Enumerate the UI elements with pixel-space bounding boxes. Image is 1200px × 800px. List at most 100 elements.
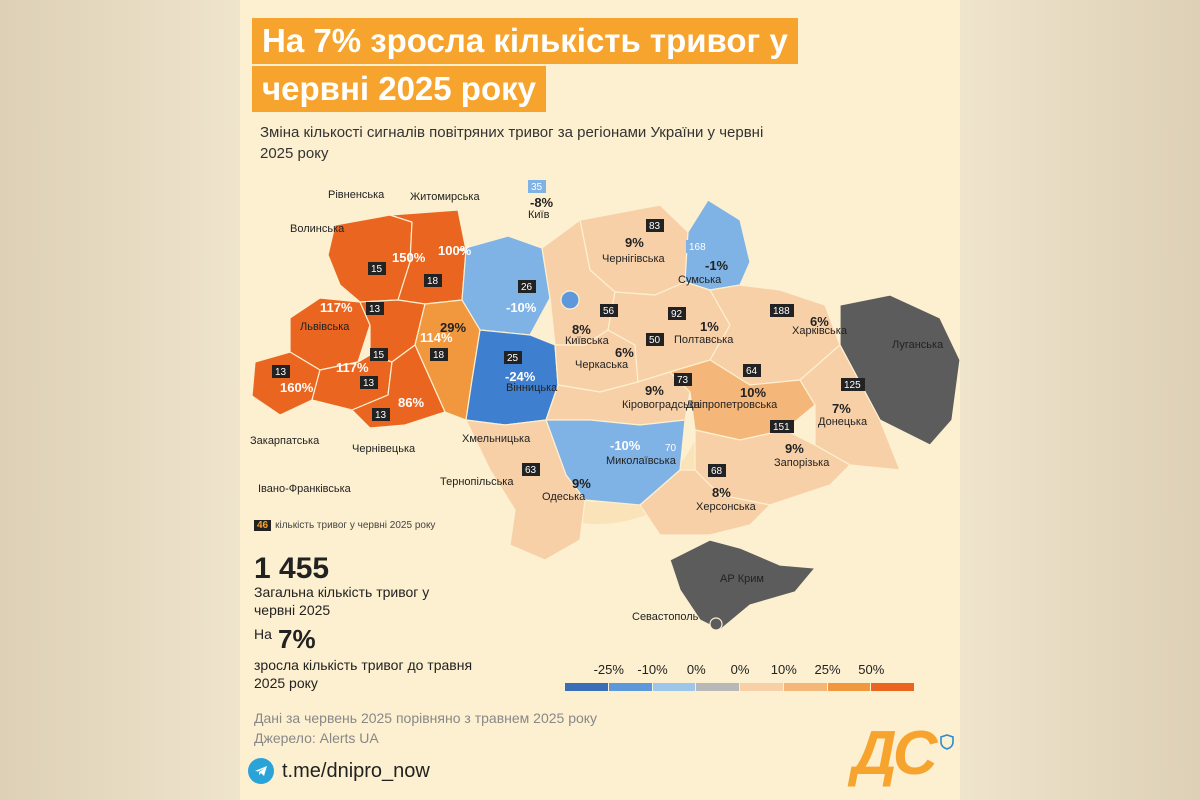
region-name-sumska: Сумська (678, 274, 722, 286)
scale-label-3: 0% (730, 662, 750, 677)
count-legend-chip: 46 (254, 520, 272, 531)
region-name-zhytomyrska: Житомирська (410, 191, 480, 203)
region-name-donetska: Донецька (818, 416, 868, 428)
scale-swatch-2 (652, 683, 697, 691)
region-count-chernihivska: 83 (649, 221, 661, 232)
count-legend: 46 кількість тривог у червні 2025 року (254, 520, 435, 531)
region-change-rivnenska: 100% (438, 243, 472, 258)
region-name-crimea: АР Крим (720, 573, 764, 585)
background-right (960, 0, 1200, 800)
region-count-ivanofrankivska: 13 (363, 378, 375, 389)
scale-label-5: 25% (814, 662, 841, 677)
region-crimea (669, 539, 817, 631)
scale-label-4: 10% (770, 662, 797, 677)
count-legend-text: кількість тривог у червні 2025 року (275, 520, 436, 531)
region-count-badge-dnipropetrovska (743, 364, 761, 377)
region-count-sumska: 168 (689, 242, 706, 253)
region-change-chernihivska: 9% (625, 235, 644, 250)
region-count-khersonska: 68 (711, 466, 723, 477)
region-count-mykolaivska: 70 (665, 443, 677, 454)
region-name-chernihivska: Чернігівська (602, 253, 666, 265)
region-count-badge-kyivska (600, 304, 618, 317)
region-count-badge-khersonska (708, 464, 726, 477)
total-label: Загальна кількість тривог у червні 2025 (254, 584, 430, 618)
region-name-zaporizka: Запорізька (774, 457, 830, 469)
infographic-card: На 7% зросла кількість тривог у червні 2… (240, 0, 960, 800)
region-count-ternopilska: 15 (373, 350, 385, 361)
scale-label-2: 0% (686, 662, 706, 677)
region-count-badge-donetska (841, 378, 865, 391)
region-name-luhanska: Луганська (892, 339, 944, 351)
region-change-dnipropetrovska: 10% (740, 385, 766, 400)
region-name-odeska: Одеська (542, 491, 586, 503)
color-scale: -25% -10% 0% 0% 10% 25% 50% (565, 662, 915, 692)
region-change-ivanofrankivska: 117% (336, 360, 369, 375)
region-count-badge-khmelnytska (430, 348, 448, 361)
region-odeska (464, 419, 586, 561)
region-count-khmelnytska: 18 (433, 350, 445, 361)
region-name-kyiv: Київ (528, 209, 550, 221)
region-change-zakarpatska: 160% (280, 380, 314, 395)
region-count-poltavska: 92 (671, 309, 683, 320)
region-count-zhytomyrska: 26 (521, 282, 533, 293)
region-change-sumska: -1% (705, 258, 729, 273)
scale-label-6: 50% (858, 662, 885, 677)
region-name-ternopilska: Тернопільська (440, 476, 514, 488)
region-count-badge-mykolaivska (662, 441, 680, 454)
telegram-link[interactable]: t.me/dnipro_now (248, 758, 430, 784)
background-left (0, 0, 240, 800)
data-note: Дані за червень 2025 порівняно з травнем… (254, 710, 598, 726)
region-change-kyiv: -8% (530, 195, 554, 210)
growth-value: 7% (278, 624, 316, 654)
title-line-2: червні 2025 року (252, 66, 546, 112)
logo: ДС (852, 719, 938, 788)
region-count-odeska: 63 (525, 465, 537, 476)
region-kyiv (560, 290, 580, 310)
region-count-chernivetska: 13 (375, 410, 387, 421)
region-change-ternopilska: 114% (420, 330, 453, 345)
region-count-kharkivska: 188 (773, 306, 790, 317)
region-count-badge-sumska (686, 240, 710, 253)
region-count-vinnytska: 25 (507, 353, 519, 364)
subtitle: Зміна кількості сигналів повітряних трив… (260, 124, 764, 162)
region-name-khersonska: Херсонська (696, 501, 757, 513)
region-count-badge-ternopilska (370, 348, 388, 361)
region-count-badge-zakarpatska (272, 365, 290, 378)
region-count-zakarpatska: 13 (275, 367, 287, 378)
region-name-mykolaivska: Миколаївська (606, 455, 677, 467)
scale-label-1: -10% (637, 662, 668, 677)
region-count-volynska: 15 (371, 264, 383, 275)
region-chernivetska (350, 344, 446, 429)
region-change-kyivska: 8% (572, 322, 591, 337)
region-change-khersonska: 8% (712, 485, 731, 500)
ukraine-map: Волинська 150% 15 Рівненська 100% 18 Житомирсь… (250, 180, 960, 631)
region-name-volynska: Волинська (290, 223, 345, 235)
region-count-kyivska: 56 (603, 306, 615, 317)
region-count-kirovohradska: 73 (677, 375, 689, 386)
region-change-kharkivska: 6% (810, 314, 829, 329)
color-scale-bar (565, 683, 915, 691)
region-change-zaporizka: 9% (785, 441, 804, 456)
region-count-kyiv: 35 (531, 182, 543, 193)
region-count-badge-chernivetska (372, 408, 390, 421)
region-count-dnipropetrovska: 64 (746, 366, 758, 377)
scale-label-0: -25% (593, 662, 624, 677)
scale-swatch-3 (696, 683, 740, 691)
region-name-cherkaska: Черкаська (575, 359, 629, 371)
region-khersonska (639, 469, 772, 536)
region-count-badge-chernihivska (646, 219, 664, 232)
region-count-badge-rivnenska (424, 274, 442, 287)
region-count-badge-kharkivska (770, 304, 794, 317)
region-change-kirovohradska: 9% (645, 383, 664, 398)
scale-swatch-4 (740, 683, 784, 691)
region-name-zakarpatska: Закарпатська (250, 435, 320, 447)
growth-prefix: На (254, 626, 272, 642)
region-name-vinnytska: Вінницька (506, 382, 558, 394)
scale-swatch-1 (608, 683, 653, 691)
region-count-badge-ivanofrankivska (360, 376, 378, 389)
region-name-khmelnytska: Хмельницька (462, 433, 531, 445)
region-count-badge-zhytomyrska (518, 280, 536, 293)
region-name-ivanofrankivska: Івано-Франківська (258, 483, 352, 495)
region-name-poltavska: Полтавська (674, 334, 734, 346)
region-count-badge-cherkaska (646, 333, 664, 346)
